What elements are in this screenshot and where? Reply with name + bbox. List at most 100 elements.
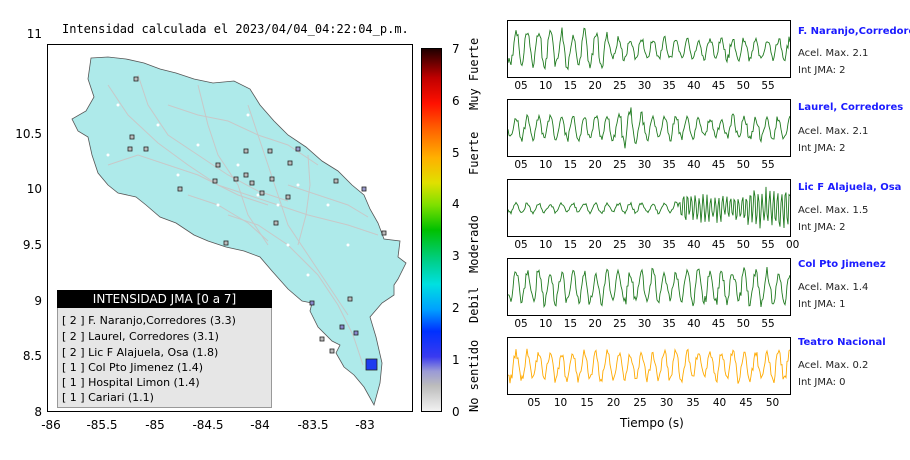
time-tick: 40 — [687, 159, 701, 171]
x-tick: -85.5 — [86, 418, 118, 432]
time-tick: 40 — [687, 318, 701, 330]
legend-item: [ 1 ] Cariari (1.1) — [62, 391, 154, 404]
costa-rica-land — [71, 56, 407, 407]
station-int: Int JMA: 2 — [798, 65, 846, 76]
station-acel: Acel. Max. 0.2 — [798, 360, 869, 371]
waveform-panel[interactable] — [507, 20, 791, 78]
time-tick: 50 — [736, 318, 750, 330]
waveform-panel[interactable] — [507, 258, 791, 316]
colorbar-tick: 1 — [452, 353, 460, 367]
colorbar-category: Moderado — [467, 215, 481, 273]
time-tick: 40 — [687, 80, 701, 92]
time-tick: 20 — [588, 239, 602, 251]
station-name: Col Pto Jimenez — [798, 259, 886, 270]
station-int: Int JMA: 2 — [798, 143, 846, 154]
time-tick: 45 — [739, 397, 753, 409]
station-name: Teatro Nacional — [798, 337, 886, 348]
station-int: Int JMA: 2 — [798, 222, 846, 233]
time-tick: 35 — [662, 239, 676, 251]
colorbar-category: Muy Fuerte — [467, 37, 481, 110]
legend-item: [ 1 ] Col Pto Jimenez (1.4) — [62, 361, 204, 374]
time-tick: 05 — [514, 159, 528, 171]
time-tick: 35 — [686, 397, 700, 409]
time-tick: 05 — [514, 80, 528, 92]
station-acel: Acel. Max. 1.5 — [798, 205, 869, 216]
time-tick: 10 — [539, 318, 553, 330]
time-tick: 45 — [711, 239, 726, 251]
time-tick: 30 — [637, 159, 652, 171]
time-tick: 40 — [712, 397, 727, 409]
colorbar-category: Fuerte — [467, 131, 481, 175]
time-tick: 15 — [580, 397, 594, 409]
station-acel: Acel. Max. 2.1 — [798, 126, 869, 137]
y-tick: 8.5 — [22, 349, 42, 363]
legend-title: INTENSIDAD JMA [0 a 7] — [57, 290, 272, 308]
time-tick: 30 — [637, 318, 652, 330]
time-tick: 30 — [637, 239, 652, 251]
time-tick: 20 — [588, 318, 602, 330]
waveform — [508, 348, 790, 384]
colorbar-category: No sentido — [467, 339, 481, 412]
time-tick: 15 — [563, 239, 578, 251]
time-tick: 15 — [563, 159, 578, 171]
road-network — [107, 74, 379, 366]
y-tick: 10.5 — [15, 127, 42, 141]
time-tick: 55 — [761, 318, 775, 330]
time-tick: 10 — [553, 397, 568, 409]
time-tick: 35 — [662, 318, 676, 330]
time-tick: 25 — [613, 80, 627, 92]
legend-item: [ 1 ] Hospital Limon (1.4) — [62, 376, 200, 389]
time-tick: 45 — [711, 318, 726, 330]
legend-item: [ 2 ] F. Naranjo,Corredores (3.3) — [62, 314, 236, 327]
time-tick: 20 — [588, 80, 602, 92]
time-tick: 35 — [662, 80, 676, 92]
time-tick: 15 — [563, 318, 578, 330]
waveform — [508, 27, 790, 71]
legend-item: [ 2 ] Lic F Alajuela, Osa (1.8) — [62, 346, 219, 359]
time-axis-label: Tiempo (s) — [620, 416, 684, 430]
colorbar-tick: 2 — [452, 301, 460, 315]
y-tick: 9 — [34, 294, 42, 308]
time-tick: 25 — [613, 239, 627, 251]
colorbar-tick: 7 — [452, 42, 460, 56]
waveform-panel[interactable] — [507, 99, 791, 157]
waveform-panel[interactable] — [507, 337, 791, 395]
time-tick: 25 — [613, 159, 627, 171]
station-int: Int JMA: 0 — [798, 377, 846, 388]
city-dots — [106, 103, 350, 277]
x-tick: -86 — [41, 418, 61, 432]
colorbar-tick: 6 — [452, 94, 460, 108]
time-tick: 20 — [606, 397, 621, 409]
time-tick: 50 — [736, 239, 750, 251]
time-tick: 55 — [761, 80, 775, 92]
time-tick: 50 — [765, 397, 780, 409]
time-tick: 05 — [514, 318, 528, 330]
x-tick: -83 — [355, 418, 375, 432]
station-int: Int JMA: 1 — [798, 299, 846, 310]
station-name: F. Naranjo,Corredores — [798, 26, 910, 37]
time-tick: 30 — [637, 80, 652, 92]
waveform — [508, 267, 790, 309]
time-tick: 30 — [659, 397, 674, 409]
costa-rica-map — [71, 56, 407, 407]
time-tick: 05 — [514, 239, 528, 251]
x-tick: -85 — [145, 418, 165, 432]
map-title: Intensidad calculada el 2023/04/04_04:22… — [62, 22, 409, 36]
time-tick: 15 — [563, 80, 578, 92]
station-markers — [127, 76, 387, 371]
legend-item: [ 2 ] Laurel, Corredores (3.1) — [62, 330, 219, 343]
station-name: Laurel, Corredores — [798, 102, 904, 113]
time-tick: 55 — [761, 239, 775, 251]
colorbar-category: Debil — [467, 286, 481, 323]
y-tick: 11 — [26, 27, 42, 41]
time-tick: 10 — [539, 159, 553, 171]
colorbar-tick: 5 — [452, 146, 460, 160]
time-tick: 45 — [711, 159, 726, 171]
waveform-panel[interactable] — [507, 179, 791, 237]
station-acel: Acel. Max. 1.4 — [798, 282, 869, 293]
colorbar-tick: 0 — [452, 405, 460, 419]
intensity-colorbar — [421, 48, 442, 412]
x-tick: -83.5 — [297, 418, 329, 432]
time-tick: 25 — [613, 318, 627, 330]
intensity-legend — [57, 290, 272, 408]
